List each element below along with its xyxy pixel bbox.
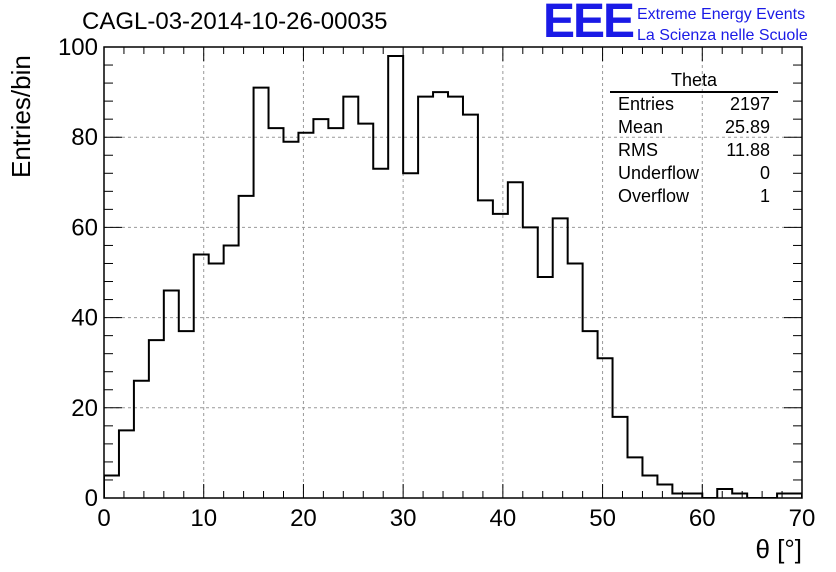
stats-row: RMS 11.88: [610, 139, 778, 162]
logo-line-1: Extreme Energy Events: [637, 4, 808, 25]
y-tick-label: 0: [85, 485, 98, 512]
chart-title: CAGL-03-2014-10-26-00035: [82, 8, 388, 36]
y-tick-label: 80: [71, 124, 98, 151]
stats-row: Overflow 1: [610, 185, 778, 208]
stats-row: Entries 2197: [610, 93, 778, 116]
x-tick-label: 40: [490, 505, 517, 532]
y-tick-label: 40: [71, 305, 98, 332]
stats-box: Theta Entries 2197 Mean 25.89 RMS 11.88 Und…: [610, 70, 778, 208]
x-tick-label: 20: [290, 505, 317, 532]
stats-title: Theta: [610, 70, 778, 93]
x-tick-label: 70: [789, 505, 816, 532]
x-tick-label: 50: [589, 505, 616, 532]
eee-logo: EEE: [543, 0, 633, 49]
y-tick-label: 60: [71, 214, 98, 241]
x-tick-label: 0: [97, 505, 110, 532]
x-axis-label: θ [°]: [755, 534, 802, 565]
y-tick-label: 20: [71, 395, 98, 422]
stats-row: Mean 25.89: [610, 116, 778, 139]
logo-line-2: La Scienza nelle Scuole: [637, 25, 808, 46]
x-tick-label: 60: [689, 505, 716, 532]
logo-caption: Extreme Energy Events La Scienza nelle S…: [637, 4, 808, 46]
x-tick-label: 30: [390, 505, 417, 532]
stats-row: Underflow 0: [610, 162, 778, 185]
y-tick-label: 100: [58, 34, 98, 61]
x-tick-label: 10: [190, 505, 217, 532]
